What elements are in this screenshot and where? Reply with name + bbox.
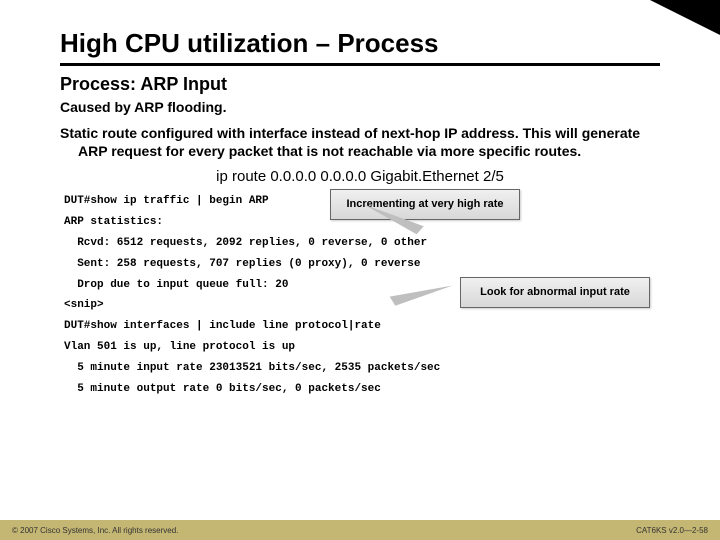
term-line: 5 minute input rate 23013521 bits/sec, 2… (64, 358, 660, 379)
route-command: ip route 0.0.0.0 0.0.0.0 Gigabit.Etherne… (60, 168, 660, 185)
term-line: 5 minute output rate 0 bits/sec, 0 packe… (64, 379, 660, 400)
callout-high-rate: Incrementing at very high rate (330, 189, 520, 220)
subtitle: Process: ARP Input (60, 74, 660, 95)
callout-abnormal-input: Look for abnormal input rate (460, 277, 650, 308)
term-line: Sent: 258 requests, 707 replies (0 proxy… (64, 254, 660, 275)
corner-accent (650, 0, 720, 35)
footer-slide-ref: CAT6KS v2.0—2-58 (636, 526, 708, 535)
footer-bar: © 2007 Cisco Systems, Inc. All rights re… (0, 520, 720, 540)
terminal-output: Incrementing at very high rate Look for … (60, 191, 660, 400)
footer-copyright: © 2007 Cisco Systems, Inc. All rights re… (12, 526, 178, 535)
term-line: Vlan 501 is up, line protocol is up (64, 337, 660, 358)
caused-by: Caused by ARP flooding. (60, 99, 660, 115)
page-title: High CPU utilization – Process (60, 28, 660, 66)
term-line: Rcvd: 6512 requests, 2092 replies, 0 rev… (64, 233, 660, 254)
description-paragraph: Static route configured with interface i… (60, 125, 660, 160)
slide-body: High CPU utilization – Process Process: … (0, 0, 720, 400)
term-line: DUT#show interfaces | include line proto… (64, 316, 660, 337)
